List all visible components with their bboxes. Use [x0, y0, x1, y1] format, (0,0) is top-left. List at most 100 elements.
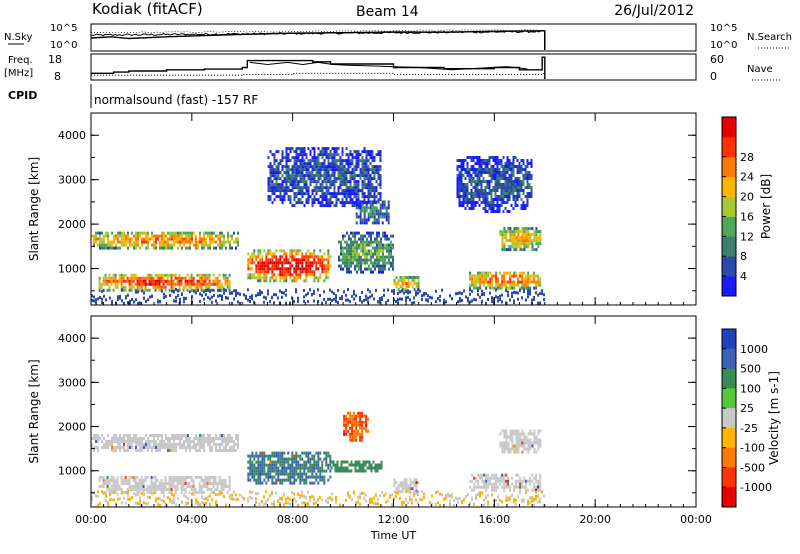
- cpid-text: normalsound (fast) -157 RF: [94, 93, 258, 107]
- power-echo-region: [499, 227, 542, 252]
- x-tick-label: 08:00: [277, 513, 309, 526]
- power-colorbar-segment: [722, 216, 736, 237]
- velocity-colorbar-segment: [722, 408, 736, 429]
- power-y-axis-label: Slant Range [km]: [27, 157, 41, 261]
- power-colorbar-label: Power [dB]: [759, 174, 773, 239]
- power-colorbar-tick-label: 24: [740, 171, 754, 184]
- velocity-colorbar-tick-label: 1000: [740, 343, 768, 356]
- x-tick-label: 04:00: [176, 513, 208, 526]
- nsky-label: N.Sky: [4, 32, 32, 43]
- velocity-colorbar-segment: [722, 329, 736, 350]
- velocity-echo-region: [91, 434, 239, 452]
- freq-tick-bottom: 8: [54, 70, 61, 83]
- velocity-colorbar-tick-label: -25: [740, 422, 758, 435]
- power-echo-region: [267, 147, 382, 208]
- power-echo-region: [247, 249, 332, 283]
- power-colorbar-segment: [722, 236, 736, 257]
- velocity-plot-bg: [91, 316, 696, 507]
- nsky-series-noise: [90, 30, 545, 37]
- x-axis-label: Time UT: [370, 529, 416, 542]
- x-tick-label: 20:00: [579, 513, 611, 526]
- power-y-tick-label: 3000: [58, 174, 86, 187]
- velocity-colorbar-tick-label: 100: [740, 382, 761, 395]
- velocity-echo-region: [330, 460, 383, 473]
- power-colorbar-tick-label: 8: [740, 250, 747, 263]
- power-echo-region: [355, 200, 390, 225]
- power-echo-region: [456, 156, 533, 213]
- cpid-label: CPID: [8, 89, 37, 102]
- freq-label: Freq.: [8, 55, 33, 66]
- power-colorbar-tick-label: 16: [740, 210, 754, 223]
- x-tick-label: 16:00: [478, 513, 510, 526]
- velocity-colorbar-segment: [722, 487, 736, 508]
- velocity-y-tick-label: 4000: [58, 332, 86, 345]
- velocity-colorbar-label: Velocity [m s-1]: [767, 371, 781, 465]
- station-title: Kodiak (fitACF): [92, 0, 203, 18]
- power-colorbar-tick-label: 20: [740, 191, 754, 204]
- nave-label: Nave: [747, 64, 773, 75]
- power-y-tick-label: 4000: [58, 129, 86, 142]
- power-colorbar-tick-label: 4: [740, 270, 747, 283]
- nsearch-tick-bottom: 10^0: [710, 40, 737, 51]
- velocity-colorbar-segment: [722, 427, 736, 449]
- power-colorbar-frame: [721, 116, 737, 297]
- velocity-near-range-speckle: [91, 490, 545, 507]
- velocity-y-tick-label: 1000: [58, 465, 86, 478]
- freq-unit: [MHz]: [4, 68, 33, 79]
- power-echo-region: [338, 231, 394, 274]
- velocity-echo-region: [469, 473, 542, 492]
- power-colorbar-tick-label: 28: [740, 151, 754, 164]
- power-colorbar-segment: [722, 136, 736, 158]
- power-colorbar-segment: [722, 276, 736, 297]
- velocity-colorbar-segment: [722, 467, 736, 488]
- velocity-colorbar-tick-label: 25: [740, 402, 754, 415]
- velocity-echo-region: [247, 451, 332, 485]
- power-colorbar-segment: [722, 196, 736, 217]
- power-echo-region: [98, 273, 231, 292]
- power-echo-region: [393, 276, 420, 291]
- nsearch-tick-top: 10^5: [710, 23, 737, 34]
- power-y-tick-label: 2000: [58, 218, 86, 231]
- freq-tick-top: 18: [48, 53, 62, 66]
- power-plot-bg: [91, 113, 696, 305]
- velocity-y-tick-label: 3000: [58, 376, 86, 389]
- nave-series-line: [91, 72, 546, 79]
- power-colorbar-segment: [722, 176, 736, 198]
- velocity-colorbar-segment: [722, 368, 736, 389]
- velocity-echo-region: [343, 411, 370, 442]
- power-colorbar-segment: [722, 256, 736, 277]
- power-colorbar-tick-label: 12: [740, 230, 754, 243]
- velocity-colorbar-tick-label: -500: [740, 461, 765, 474]
- velocity-echo-region: [98, 476, 231, 494]
- velocity-echo-region: [499, 429, 542, 454]
- velocity-echo-region: [393, 478, 420, 494]
- x-tick-label: 00:00: [680, 513, 712, 526]
- power-near-range-speckle: [91, 288, 545, 305]
- power-echo-region: [469, 271, 542, 290]
- velocity-colorbar-segment: [722, 447, 736, 468]
- velocity-colorbar-tick-label: 500: [740, 363, 761, 376]
- freq-panel-frame: [90, 53, 697, 81]
- freq-series-detail: [249, 61, 528, 71]
- velocity-y-tick-label: 2000: [58, 421, 86, 434]
- nsky-tick-top: 10^5: [50, 23, 77, 34]
- x-tick-label: 00:00: [75, 513, 107, 526]
- velocity-y-axis-label: Slant Range [km]: [27, 359, 41, 463]
- nsearch-label: N.Search: [747, 32, 792, 43]
- x-tick-label: 12:00: [378, 513, 410, 526]
- velocity-colorbar-segment: [722, 388, 736, 409]
- velocity-colorbar-segment: [722, 348, 736, 370]
- power-echo-region: [91, 231, 239, 250]
- nsky-panel-frame: [90, 23, 697, 52]
- velocity-colorbar-tick-label: -100: [740, 442, 765, 455]
- power-colorbar-segment: [722, 156, 736, 178]
- power-y-tick-label: 1000: [58, 263, 86, 276]
- velocity-colorbar-tick-label: -1000: [740, 481, 772, 494]
- power-colorbar-segment: [722, 117, 736, 138]
- nsky-tick-bottom: 10^0: [50, 40, 77, 51]
- nave-tick-bottom: 0: [710, 70, 717, 83]
- beam-title: Beam 14: [356, 4, 419, 20]
- velocity-colorbar-frame: [721, 328, 737, 508]
- date-title: 26/Jul/2012: [614, 3, 694, 19]
